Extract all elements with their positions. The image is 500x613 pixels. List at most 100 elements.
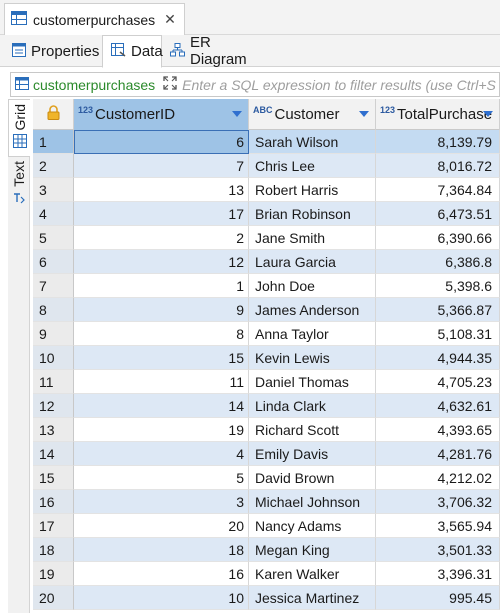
- cell-totalpurchase[interactable]: 4,632.61: [376, 394, 500, 418]
- editor-tab-customerpurchases[interactable]: customerpurchases ✕: [4, 3, 185, 35]
- row-number[interactable]: 8: [33, 298, 74, 322]
- cell-totalpurchase[interactable]: 6,473.51: [376, 202, 500, 226]
- cell-customerid[interactable]: 2: [74, 226, 249, 250]
- row-number[interactable]: 9: [33, 322, 74, 346]
- row-number[interactable]: 3: [33, 178, 74, 202]
- cell-customer[interactable]: Richard Scott: [249, 418, 376, 442]
- table-row[interactable]: 7 1 John Doe 5,398.6: [33, 274, 500, 298]
- table-row[interactable]: 17 20 Nancy Adams 3,565.94: [33, 514, 500, 538]
- cell-customer[interactable]: Jessica Martinez: [249, 586, 376, 610]
- row-number[interactable]: 16: [33, 490, 74, 514]
- cell-customer[interactable]: Anna Taylor: [249, 322, 376, 346]
- table-row[interactable]: 10 15 Kevin Lewis 4,944.35: [33, 346, 500, 370]
- table-row[interactable]: 19 16 Karen Walker 3,396.31: [33, 562, 500, 586]
- cell-totalpurchase[interactable]: 3,396.31: [376, 562, 500, 586]
- cell-customerid[interactable]: 1: [74, 274, 249, 298]
- cell-customerid[interactable]: 17: [74, 202, 249, 226]
- row-number[interactable]: 2: [33, 154, 74, 178]
- cell-totalpurchase[interactable]: 6,390.66: [376, 226, 500, 250]
- cell-customerid[interactable]: 7: [74, 154, 249, 178]
- cell-customer[interactable]: James Anderson: [249, 298, 376, 322]
- cell-totalpurchase[interactable]: 3,501.33: [376, 538, 500, 562]
- cell-customer[interactable]: Linda Clark: [249, 394, 376, 418]
- row-number[interactable]: 18: [33, 538, 74, 562]
- row-number[interactable]: 7: [33, 274, 74, 298]
- cell-totalpurchase[interactable]: 5,108.31: [376, 322, 500, 346]
- cell-customerid[interactable]: 20: [74, 514, 249, 538]
- table-row[interactable]: 14 4 Emily Davis 4,281.76: [33, 442, 500, 466]
- close-icon[interactable]: ✕: [164, 11, 176, 27]
- table-row[interactable]: 12 14 Linda Clark 4,632.61: [33, 394, 500, 418]
- cell-customer[interactable]: Chris Lee: [249, 154, 376, 178]
- table-row[interactable]: 13 19 Richard Scott 4,393.65: [33, 418, 500, 442]
- cell-customer[interactable]: Daniel Thomas: [249, 370, 376, 394]
- cell-totalpurchase[interactable]: 4,393.65: [376, 418, 500, 442]
- table-row[interactable]: 16 3 Michael Johnson 3,706.32: [33, 490, 500, 514]
- row-number[interactable]: 17: [33, 514, 74, 538]
- cell-customerid[interactable]: 16: [74, 562, 249, 586]
- cell-totalpurchase[interactable]: 4,705.23: [376, 370, 500, 394]
- cell-totalpurchase[interactable]: 5,366.87: [376, 298, 500, 322]
- cell-totalpurchase[interactable]: 6,386.8: [376, 250, 500, 274]
- filter-entity[interactable]: customerpurchases: [11, 76, 155, 93]
- row-number[interactable]: 20: [33, 586, 74, 610]
- cell-totalpurchase[interactable]: 4,212.02: [376, 466, 500, 490]
- row-number[interactable]: 10: [33, 346, 74, 370]
- row-number[interactable]: 15: [33, 466, 74, 490]
- cell-customerid[interactable]: 8: [74, 322, 249, 346]
- cell-customer[interactable]: Megan King: [249, 538, 376, 562]
- table-row[interactable]: 18 18 Megan King 3,501.33: [33, 538, 500, 562]
- cell-customer[interactable]: Michael Johnson: [249, 490, 376, 514]
- chevron-down-icon[interactable]: [483, 111, 493, 117]
- filter-input[interactable]: [182, 76, 499, 93]
- cell-customerid[interactable]: 19: [74, 418, 249, 442]
- cell-customer[interactable]: Laura Garcia: [249, 250, 376, 274]
- cell-totalpurchase[interactable]: 4,281.76: [376, 442, 500, 466]
- tab-grid[interactable]: Grid: [8, 99, 30, 157]
- row-number[interactable]: 4: [33, 202, 74, 226]
- cell-customerid[interactable]: 9: [74, 298, 249, 322]
- cell-customer[interactable]: Karen Walker: [249, 562, 376, 586]
- row-number[interactable]: 13: [33, 418, 74, 442]
- table-row[interactable]: 9 8 Anna Taylor 5,108.31: [33, 322, 500, 346]
- cell-totalpurchase[interactable]: 3,565.94: [376, 514, 500, 538]
- table-row[interactable]: 20 10 Jessica Martinez 995.45: [33, 586, 500, 610]
- row-number[interactable]: 1: [33, 130, 74, 154]
- cell-totalpurchase[interactable]: 4,944.35: [376, 346, 500, 370]
- cell-customerid[interactable]: 12: [74, 250, 249, 274]
- table-row[interactable]: 11 11 Daniel Thomas 4,705.23: [33, 370, 500, 394]
- table-row[interactable]: 2 7 Chris Lee 8,016.72: [33, 154, 500, 178]
- cell-customer[interactable]: John Doe: [249, 274, 376, 298]
- cell-customer[interactable]: Brian Robinson: [249, 202, 376, 226]
- tab-er-diagram[interactable]: ER Diagram: [162, 34, 268, 68]
- column-header-customerid[interactable]: 123 CustomerID: [74, 99, 249, 130]
- lock-icon[interactable]: [47, 105, 60, 123]
- cell-customer[interactable]: Jane Smith: [249, 226, 376, 250]
- row-number[interactable]: 14: [33, 442, 74, 466]
- row-number[interactable]: 6: [33, 250, 74, 274]
- chevron-down-icon[interactable]: [232, 111, 242, 117]
- cell-customerid[interactable]: 14: [74, 394, 249, 418]
- row-number[interactable]: 5: [33, 226, 74, 250]
- cell-customer[interactable]: Emily Davis: [249, 442, 376, 466]
- table-row[interactable]: 3 13 Robert Harris 7,364.84: [33, 178, 500, 202]
- table-row[interactable]: 4 17 Brian Robinson 6,473.51: [33, 202, 500, 226]
- row-number[interactable]: 11: [33, 370, 74, 394]
- cell-customerid[interactable]: 4: [74, 442, 249, 466]
- cell-customerid[interactable]: 13: [74, 178, 249, 202]
- table-row[interactable]: 5 2 Jane Smith 6,390.66: [33, 226, 500, 250]
- cell-customerid[interactable]: 11: [74, 370, 249, 394]
- cell-totalpurchase[interactable]: 5,398.6: [376, 274, 500, 298]
- cell-customer[interactable]: David Brown: [249, 466, 376, 490]
- cell-totalpurchase[interactable]: 8,016.72: [376, 154, 500, 178]
- cell-customer[interactable]: Nancy Adams: [249, 514, 376, 538]
- cell-customer[interactable]: Robert Harris: [249, 178, 376, 202]
- cell-customerid[interactable]: 5: [74, 466, 249, 490]
- tab-text[interactable]: Text: [8, 161, 30, 217]
- cell-totalpurchase[interactable]: 8,139.79: [376, 130, 500, 154]
- tab-data[interactable]: Data: [102, 35, 163, 68]
- table-row[interactable]: 6 12 Laura Garcia 6,386.8: [33, 250, 500, 274]
- cell-customerid[interactable]: 15: [74, 346, 249, 370]
- table-row[interactable]: 15 5 David Brown 4,212.02: [33, 466, 500, 490]
- row-number[interactable]: 12: [33, 394, 74, 418]
